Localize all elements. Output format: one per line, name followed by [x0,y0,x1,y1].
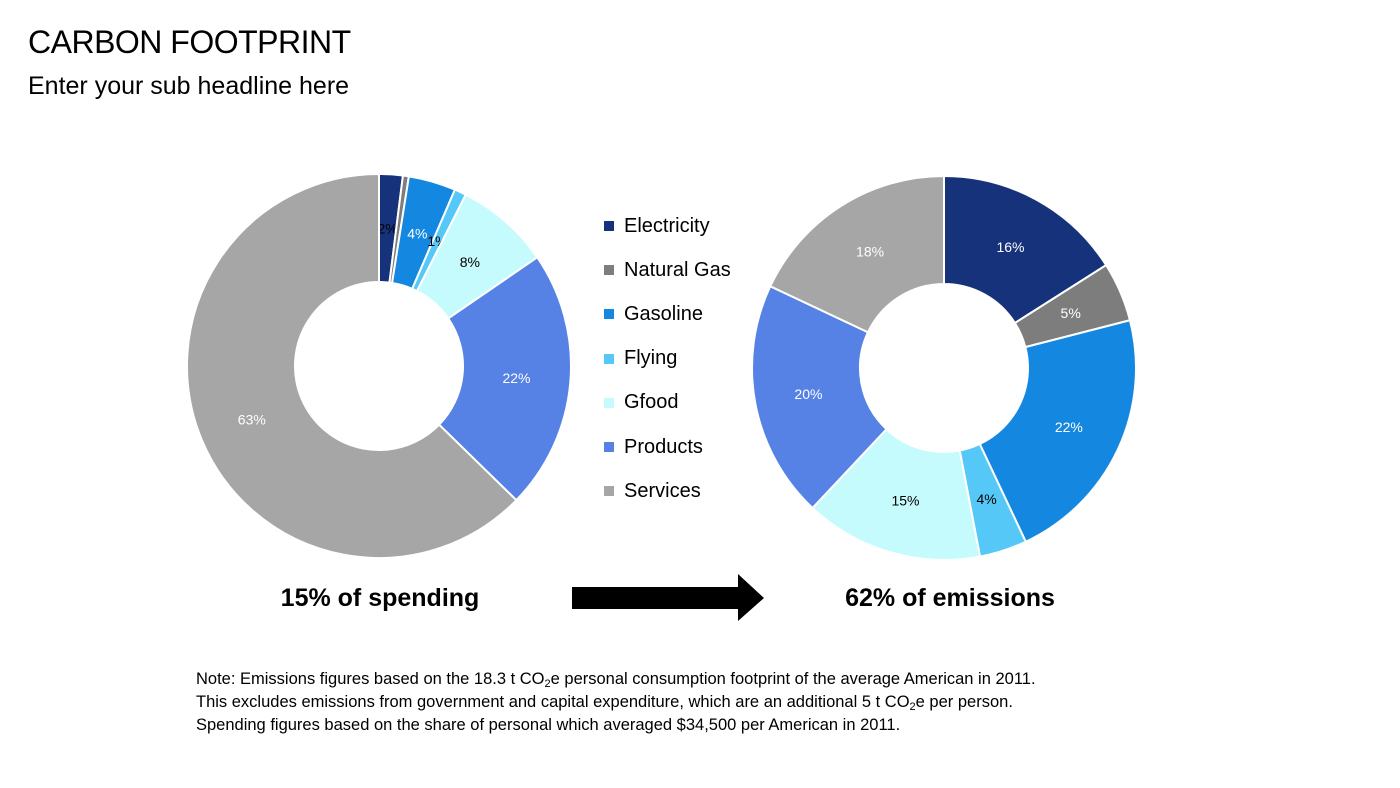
slice-services [768,174,945,334]
slice-products [751,284,888,510]
legend-label: Electricity [624,214,710,237]
slice-label-natural-gas: 5% [1061,305,1081,321]
legend-swatch [604,353,614,364]
slice-label-products: 22% [502,370,530,386]
slice-label-gasoline: 22% [1055,419,1083,435]
slice-label-electricity: 16% [996,239,1024,255]
slice-label-services: 63% [238,412,266,428]
legend-label: Products [624,435,703,458]
chart-legend: Electricity Natural Gas Gasoline Flying … [604,204,731,513]
note-line2: This excludes emissions from government … [196,693,1013,713]
legend-swatch [604,265,614,276]
spending-donut-chart: 2% 4% 1%8%22%63% [186,172,572,559]
legend-item-electricity: Electricity [604,204,731,248]
slice-products [437,255,572,502]
note-line3: Spending figures based on the share of p… [196,716,901,734]
legend-swatch [604,221,614,232]
legend-swatch [604,397,614,408]
slice-label-gfood: 8% [460,254,480,270]
legend-item-gfood: Gfood [604,381,731,425]
note-line1: Note: Emissions figures based on the 18.… [196,670,1036,690]
legend-label: Services [624,479,701,502]
slice-label-gfood: 15% [891,493,919,509]
legend-label: Flying [624,347,678,370]
legend-item-services: Services [604,469,731,513]
legend-item-products: Products [604,425,731,469]
legend-label: Gasoline [624,302,703,325]
page-subtitle: Enter your sub headline here [28,72,350,100]
legend-item-gasoline: Gasoline [604,292,731,336]
legend-swatch [604,442,614,453]
slice-label-electricity: 2% [378,220,398,236]
page-title: CARBON FOOTPRINT [28,24,351,60]
slice-label-services: 18% [856,243,884,259]
slice-label-flying: 4% [977,491,997,507]
slice-label-products: 20% [794,386,822,402]
legend-label: Gfood [624,391,679,414]
slice-gasoline [978,319,1137,544]
slice-gfood [811,427,982,561]
legend-swatch [604,309,614,320]
slice-label-gasoline: 4% [407,225,427,241]
slice-services [186,172,518,559]
slice-electricity [943,174,1108,325]
footnote: Note: Emissions figures based on the 18.… [196,668,1036,737]
legend-item-flying: Flying [604,337,731,381]
right-arrow-icon [572,574,764,621]
legend-label: Natural Gas [624,258,731,281]
legend-item-natural-gas: Natural Gas [604,248,731,292]
legend-swatch [604,486,614,497]
spending-caption: 15% of spending [280,584,480,612]
emissions-donut-chart: 16% 5% 22% 4% 15% 20% 18% [751,174,1137,561]
emissions-caption: 62% of emissions [845,584,1055,612]
